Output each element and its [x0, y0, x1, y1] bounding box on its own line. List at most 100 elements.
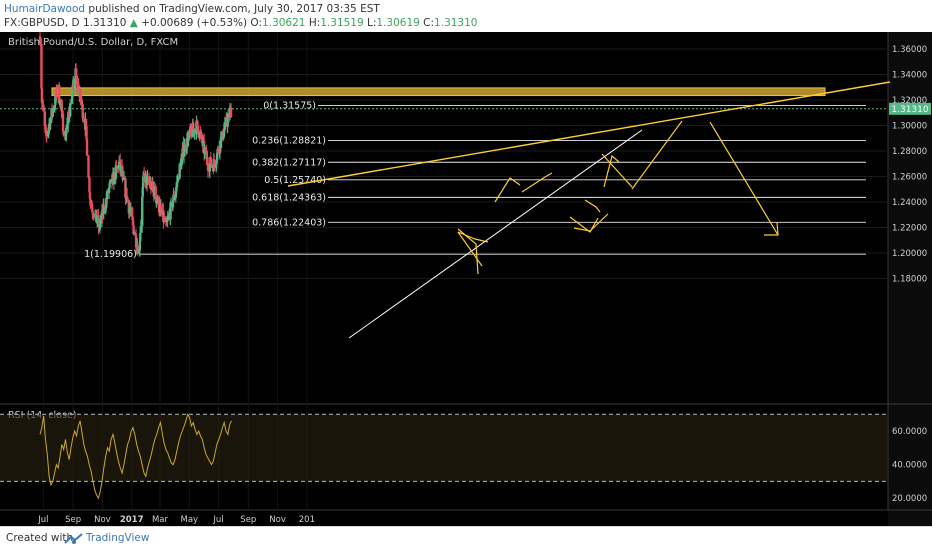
- candle-body: [159, 204, 163, 211]
- candle-body: [142, 173, 146, 183]
- author-link[interactable]: HumairDawood: [4, 3, 86, 15]
- candle-body: [119, 165, 122, 170]
- candle-body: [58, 99, 62, 105]
- candle-body: [156, 196, 159, 203]
- tradingview-logo-icon: [64, 531, 84, 550]
- flag-4: [569, 216, 599, 233]
- rsi-axis-labels: 60.0000 40.0000 20.0000: [892, 427, 927, 504]
- chart-header: HumairDawood published on TradingView.co…: [0, 0, 932, 32]
- candle-body: [149, 182, 153, 190]
- time-axis-labels: Jul Sep Nov 2017 Mar May Jul Sep Nov 201: [37, 515, 315, 525]
- candle-body: [186, 137, 190, 147]
- candle-body: [69, 103, 72, 117]
- candle-body: [178, 163, 181, 179]
- candle-body: [126, 196, 129, 201]
- candle-body: [122, 178, 126, 180]
- price-tick-label: 1.20000: [892, 249, 927, 259]
- candle-body: [166, 218, 169, 221]
- high-label: H:: [308, 17, 321, 29]
- flag-1-bottom: [457, 231, 483, 267]
- rsi-band-fill: [0, 414, 888, 482]
- price-tick-label: 1.30000: [892, 122, 927, 132]
- candle-body: [196, 120, 199, 127]
- time-tick-label: Mar: [152, 515, 169, 525]
- price-tick-label: 1.34000: [892, 71, 927, 81]
- candle-body: [223, 122, 226, 130]
- price-tick-label: 1.26000: [892, 173, 927, 183]
- fib-label: 0.382(1.27117): [252, 157, 326, 168]
- candle-body: [89, 198, 92, 204]
- time-tick-label: Nov: [94, 515, 111, 525]
- price-change: +0.00689 (+0.53%): [141, 17, 248, 29]
- flag-1-top: [457, 228, 479, 275]
- candle-body: [145, 176, 149, 185]
- tradingview-brand-link[interactable]: TradingView: [86, 532, 150, 544]
- candle-body: [61, 113, 65, 132]
- price-tick-label: 1.28000: [892, 147, 927, 157]
- candle-body: [92, 214, 95, 217]
- candlestick-series: [38, 32, 233, 257]
- candle-body: [118, 159, 122, 170]
- candle-body: [134, 235, 138, 248]
- close-label: C:: [423, 17, 435, 29]
- candle-body: [55, 88, 58, 97]
- time-tick-label: 2017: [120, 515, 144, 525]
- last-price: 1.31310: [82, 17, 127, 29]
- price-tick-label: 1.24000: [892, 198, 927, 208]
- candle-body: [108, 181, 112, 184]
- time-tick-label: Jul: [212, 515, 223, 525]
- candle-body: [102, 205, 106, 214]
- candle-body: [183, 144, 186, 153]
- candle-body: [132, 225, 135, 235]
- candle-body: [139, 226, 142, 233]
- price-axis-labels: 1.36000 1.34000 1.32000 1.30000 1.28000 1.260…: [892, 45, 927, 285]
- candle-body: [38, 36, 42, 44]
- candle-body: [222, 131, 226, 138]
- rsi-tick-label: 40.0000: [892, 461, 927, 471]
- candle-body: [48, 120, 52, 130]
- candle-body: [195, 120, 198, 135]
- resistance-zone: [51, 87, 826, 97]
- candle-body: [203, 148, 206, 154]
- projection-arrow-head: [764, 221, 779, 236]
- open-label: O:: [250, 17, 263, 29]
- candle-body: [108, 183, 111, 188]
- symbol-label: FX:GBPUSD, D: [4, 17, 80, 29]
- time-tick-label: Sep: [240, 515, 256, 525]
- candle-body: [157, 196, 161, 213]
- candle-body: [40, 43, 43, 89]
- candle-body: [92, 216, 95, 218]
- fib-label: 0.5(1.25740): [264, 175, 326, 186]
- candle-body: [209, 157, 213, 166]
- candle-body: [210, 165, 213, 167]
- candle-body: [216, 148, 220, 154]
- candle-body: [82, 117, 85, 120]
- price-chart[interactable]: 0(1.31575) 0.236(1.28821) 0.382(1.27117) 0.…: [0, 32, 932, 526]
- price-tick-label: 1.22000: [892, 224, 927, 234]
- price-tick-label: 1.32000: [892, 96, 927, 106]
- candle-body: [87, 155, 90, 178]
- candle-body: [40, 88, 44, 103]
- candle-body: [131, 220, 135, 226]
- candle-body: [106, 190, 109, 200]
- candle-body: [136, 245, 139, 254]
- fib-label: 0(1.31575): [263, 100, 316, 111]
- candle-body: [169, 202, 172, 220]
- candle-body: [109, 179, 112, 182]
- candle-body: [229, 107, 233, 118]
- footer: Created with TradingView: [0, 526, 932, 551]
- price-tick-label: 1.36000: [892, 45, 927, 55]
- flag-5: [584, 199, 601, 213]
- candle-body: [182, 152, 186, 157]
- candle-body: [226, 113, 230, 118]
- candle-body: [220, 131, 223, 138]
- candle-body: [112, 172, 116, 185]
- candle-body: [58, 85, 61, 101]
- candle-body: [95, 215, 99, 222]
- candle-body: [65, 129, 68, 135]
- candle-body: [74, 68, 78, 76]
- close-value: 1.31310: [434, 17, 478, 29]
- open-value: 1.30621: [262, 17, 306, 29]
- candle-body: [190, 130, 193, 137]
- rsi-tick-label: 20.0000: [892, 494, 927, 504]
